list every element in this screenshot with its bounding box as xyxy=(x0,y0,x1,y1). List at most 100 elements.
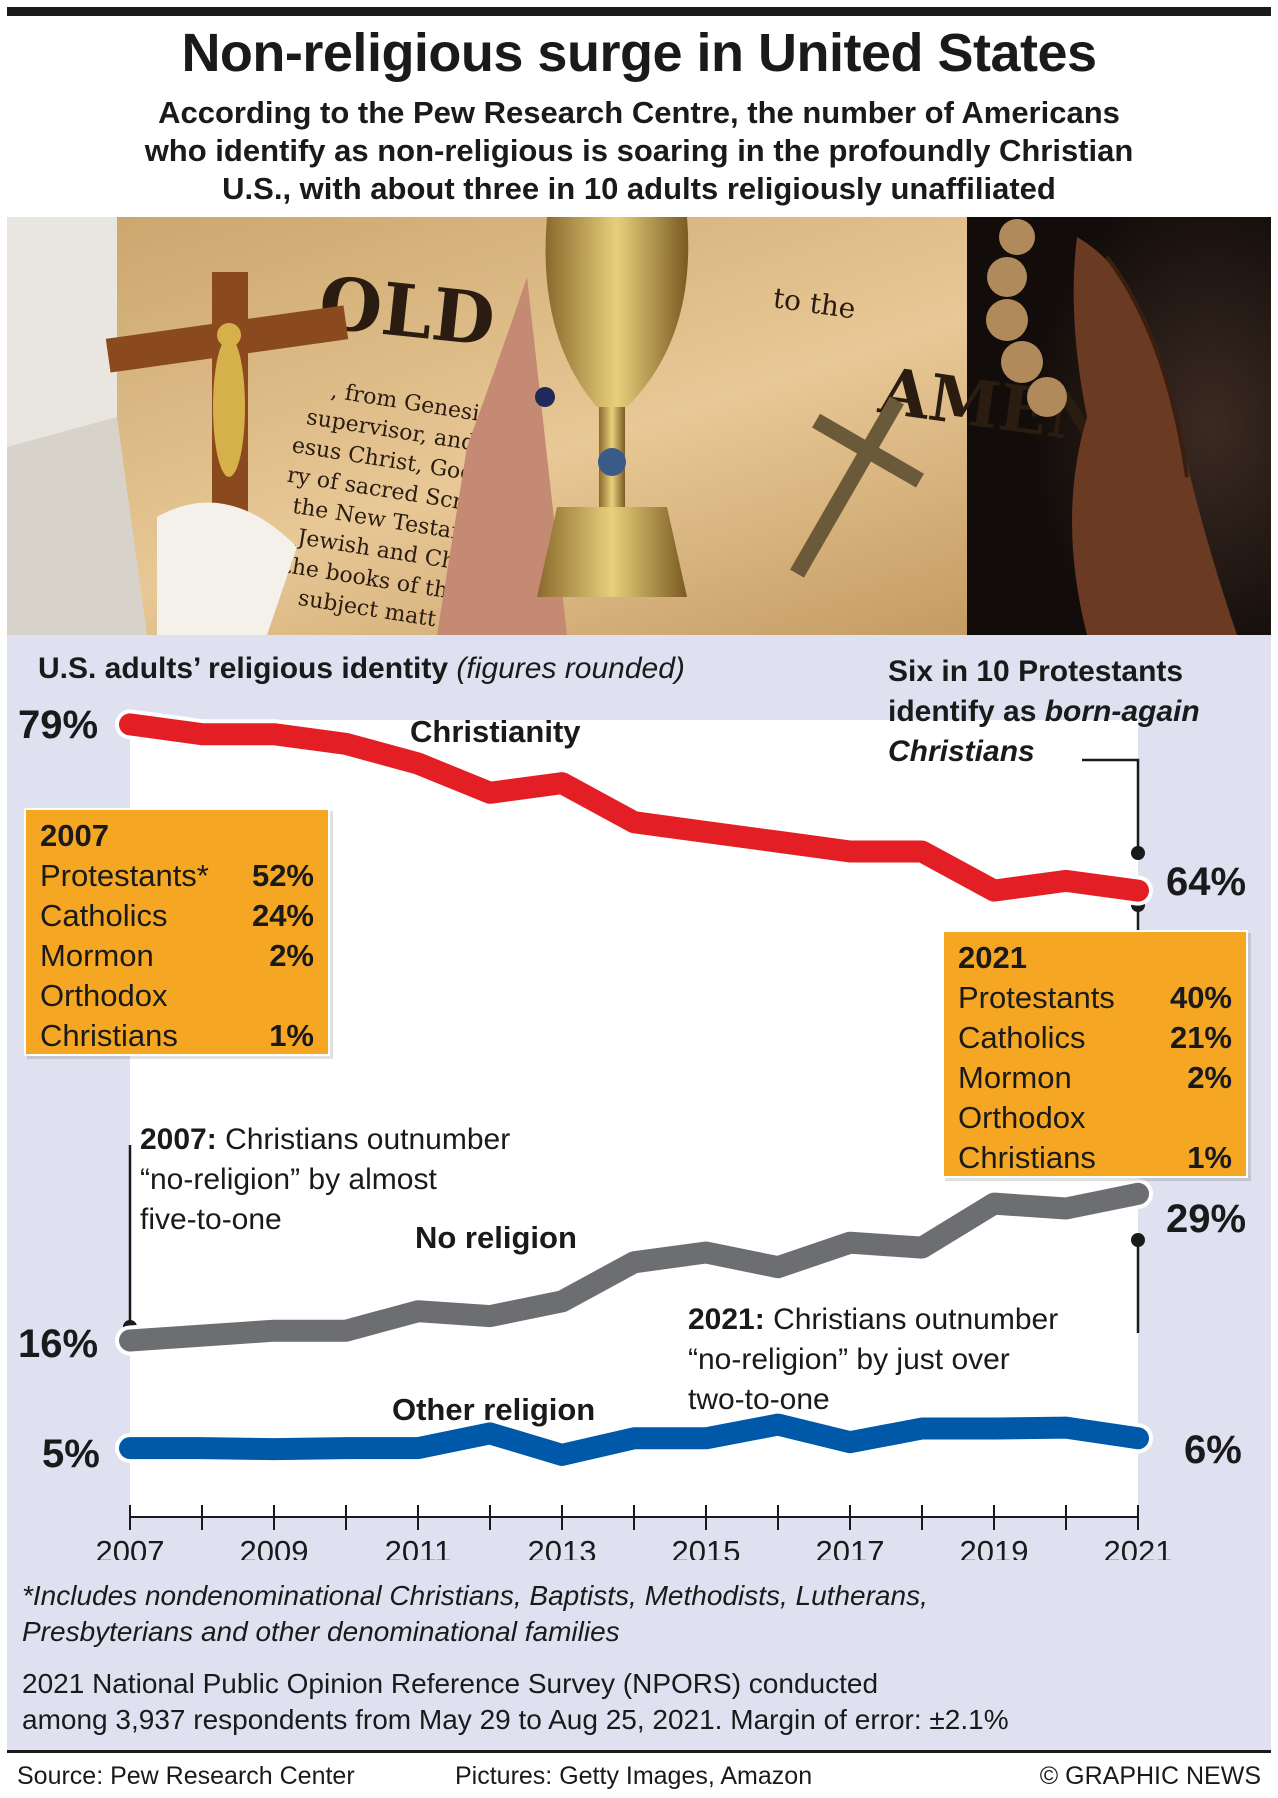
box-row: Mormon 2% xyxy=(958,1058,1232,1098)
end-value-no-religion: 29% xyxy=(1166,1197,1247,1241)
annotation-2007: 2007: Christians outnumber “no-religion”… xyxy=(140,1120,510,1240)
x-tick-label: 2011 xyxy=(385,1534,452,1560)
breakdown-box-2021: 2021 Protestants 40% Catholics 21% Mormon 2… xyxy=(942,930,1248,1178)
box-value: 2% xyxy=(269,938,314,973)
box-row: Orthodox xyxy=(958,1098,1232,1138)
born-again-line: Six in 10 Protestants xyxy=(888,655,1184,688)
footnote-line: Presbyterians and other denominational f… xyxy=(22,1616,620,1647)
born-again-line: Christians xyxy=(888,732,1268,772)
box-year: 2021 xyxy=(958,940,1027,975)
end-value-other-religion: 6% xyxy=(1184,1428,1242,1472)
chalice-icon xyxy=(437,217,689,635)
survey-line: 2021 National Public Opinion Reference S… xyxy=(22,1668,879,1699)
box-row: Orthodox xyxy=(40,976,314,1016)
born-again-note: Six in 10 Protestants identify as born-a… xyxy=(888,652,1268,772)
box-label: Mormon xyxy=(40,938,154,973)
box-row: Christians 1% xyxy=(40,1016,314,1056)
box-label: Protestants* xyxy=(40,858,209,893)
x-tick-label: 2013 xyxy=(528,1534,597,1560)
born-again-emphasis: born-again xyxy=(1044,695,1200,728)
annotation-text: Christians outnumber xyxy=(216,1123,511,1156)
start-value-christianity: 79% xyxy=(18,703,99,747)
annotation-line: 2007: Christians outnumber xyxy=(140,1120,510,1160)
start-value-other-religion: 5% xyxy=(42,1432,100,1476)
copyright-credit: © GRAPHIC NEWS xyxy=(1039,1762,1261,1790)
top-rule xyxy=(7,7,1271,16)
box-value: 1% xyxy=(269,1018,314,1053)
pictures-credit: Pictures: Getty Images, Amazon xyxy=(455,1762,813,1790)
born-again-line: identify as born-again xyxy=(888,692,1268,732)
x-tick-label: 2007 xyxy=(96,1534,165,1560)
box-value: 24% xyxy=(251,898,314,933)
box-value: 40% xyxy=(1169,980,1232,1015)
annotation-year: 2021: xyxy=(688,1303,765,1336)
page-subtitle: According to the Pew Research Centre, th… xyxy=(40,94,1238,208)
box-label: Christians xyxy=(958,1140,1096,1175)
chart-title-text: U.S. adults’ religious identity xyxy=(38,652,449,685)
box-label: Christians xyxy=(40,1018,178,1053)
box-value: 2% xyxy=(1187,1060,1232,1095)
survey-note: 2021 National Public Opinion Reference S… xyxy=(22,1666,1252,1738)
footer: Source: Pew Research Center Pictures: Ge… xyxy=(7,1750,1271,1798)
series-label-christianity: Christianity xyxy=(410,714,581,749)
annotation-line: two-to-one xyxy=(688,1383,830,1416)
annotation-line: 2021: Christians outnumber xyxy=(688,1300,1058,1340)
box-row: Protestants* 52% xyxy=(40,856,314,896)
religious-photo-collage: OLD AMEN to the , from Genesis to superv… xyxy=(7,217,1271,635)
box-label: Orthodox xyxy=(40,978,168,1013)
x-tick-label: 2009 xyxy=(240,1534,309,1560)
box-label: Catholics xyxy=(958,1020,1086,1055)
series-label-no-religion: No religion xyxy=(415,1220,577,1255)
box-label: Protestants xyxy=(958,980,1115,1015)
line-chart: 2007 2009 2011 2013 2015 2017 2019 2021 xyxy=(96,709,1173,1560)
x-tick-label: 2017 xyxy=(816,1534,885,1560)
subtitle-line: According to the Pew Research Centre, th… xyxy=(158,95,1120,130)
chart-title: U.S. adults’ religious identity (figures… xyxy=(38,652,685,686)
subtitle-line: U.S., with about three in 10 adults reli… xyxy=(222,171,1056,206)
start-value-no-religion: 16% xyxy=(18,1322,99,1366)
x-tick-label: 2019 xyxy=(960,1534,1029,1560)
footer-rule xyxy=(7,1750,1271,1753)
box-label: Mormon xyxy=(958,1060,1072,1095)
praying-hands-icon xyxy=(1072,237,1237,635)
box-row: Catholics 24% xyxy=(40,896,314,936)
rosary-beads-icon xyxy=(986,219,1067,417)
page-title: Non-religious surge in United States xyxy=(181,23,1097,83)
box-label: Orthodox xyxy=(958,1100,1086,1135)
survey-line: among 3,937 respondents from May 29 to A… xyxy=(22,1704,1009,1735)
born-again-leader xyxy=(1082,758,1140,853)
box-value: 52% xyxy=(251,858,314,893)
end-value-christianity: 64% xyxy=(1166,860,1247,904)
box-row: Mormon 2% xyxy=(40,936,314,976)
born-again-dot xyxy=(1131,846,1145,860)
box-year: 2007 xyxy=(40,818,109,853)
box-value: 1% xyxy=(1187,1140,1232,1175)
subtitle-line: who identify as non-religious is soaring… xyxy=(144,133,1134,168)
chart-title-note: (figures rounded) xyxy=(456,652,685,685)
photo-text-old: OLD xyxy=(315,259,499,362)
box-row: Protestants 40% xyxy=(958,978,1232,1018)
born-again-emphasis: Christians xyxy=(888,735,1035,768)
x-tick-label: 2021 xyxy=(1104,1534,1173,1560)
footnote: *Includes nondenominational Christians, … xyxy=(22,1578,1252,1650)
annotation-year: 2007: xyxy=(140,1123,217,1156)
crucifix-icon xyxy=(105,272,349,635)
series-line-christianity xyxy=(119,713,1149,902)
box-row: Catholics 21% xyxy=(958,1018,1232,1058)
box-label: Catholics xyxy=(40,898,168,933)
x-tick-label: 2015 xyxy=(672,1534,741,1560)
box-value: 21% xyxy=(1169,1020,1232,1055)
annotation-line: five-to-one xyxy=(140,1203,282,1236)
annotation-2021-dot xyxy=(1131,1233,1145,1247)
series-line-no-religion xyxy=(119,1182,1149,1352)
annotation-2021: 2021: Christians outnumber “no-religion”… xyxy=(688,1300,1058,1420)
footnote-line: *Includes nondenominational Christians, … xyxy=(22,1580,928,1611)
annotation-line: “no-religion” by just over xyxy=(688,1343,1010,1376)
source-credit: Source: Pew Research Center xyxy=(17,1762,355,1790)
born-again-text: identify as xyxy=(888,695,1045,728)
annotation-line: “no-religion” by almost xyxy=(140,1163,437,1196)
metal-cross-icon xyxy=(790,396,924,578)
box-row: Christians 1% xyxy=(958,1138,1232,1178)
breakdown-box-2007: 2007 Protestants* 52% Catholics 24% Mormon… xyxy=(24,808,330,1056)
series-label-other-religion: Other religion xyxy=(392,1392,596,1427)
